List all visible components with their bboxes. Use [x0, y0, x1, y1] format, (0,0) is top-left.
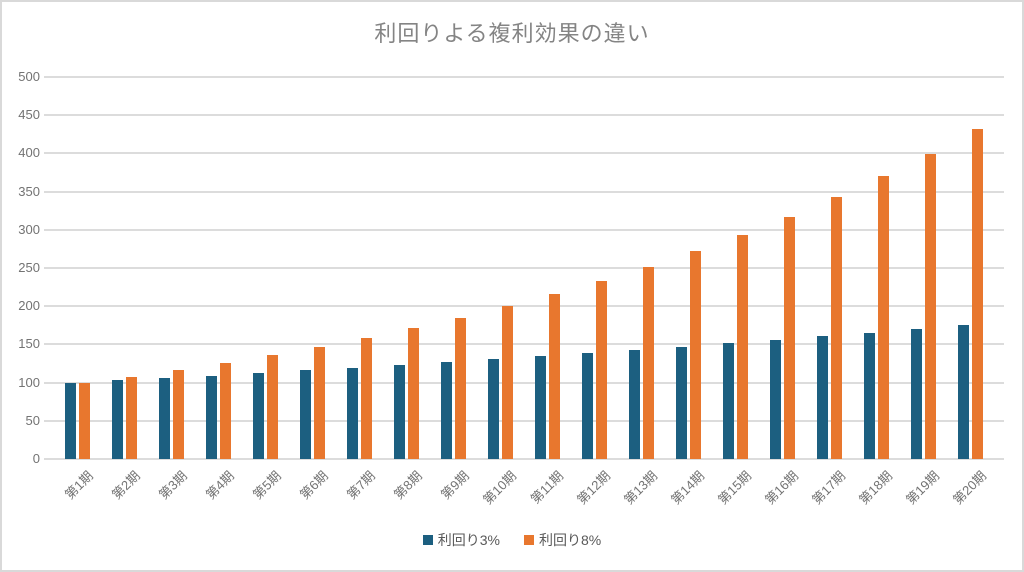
x-axis-tick-label: 第2期 — [109, 468, 144, 503]
gridline — [44, 305, 1004, 308]
bar-series1-第4期 — [206, 375, 217, 459]
plot-area — [44, 76, 1004, 460]
bar-series2-第5期 — [267, 355, 278, 459]
bar-series2-第16期 — [784, 216, 795, 459]
gridline — [44, 228, 1004, 231]
bar-series1-第18期 — [864, 332, 875, 459]
bar-series2-第8期 — [408, 328, 419, 459]
x-axis-tick-label: 第1期 — [62, 468, 97, 503]
y-axis-tick-label: 150 — [18, 336, 40, 352]
legend-swatch-icon — [422, 535, 433, 545]
gridline — [44, 458, 1004, 460]
gridline — [44, 343, 1004, 346]
x-axis-tick-label: 第16期 — [762, 468, 802, 508]
x-axis-tick-label: 第5期 — [250, 468, 285, 503]
x-axis-tick-label: 第13期 — [621, 468, 661, 508]
bar-series2-第9期 — [455, 317, 466, 459]
bar-series1-第9期 — [441, 362, 452, 459]
bar-series2-第19期 — [925, 153, 936, 459]
bar-series1-第13期 — [629, 350, 640, 459]
bar-series2-第2期 — [126, 376, 137, 459]
bar-series2-第4期 — [220, 362, 231, 459]
gridline — [44, 190, 1004, 193]
x-axis-tick-label: 第14期 — [668, 468, 708, 508]
bar-series1-第12期 — [582, 353, 593, 459]
bar-series2-第3期 — [173, 369, 184, 459]
bar-series1-第16期 — [770, 339, 781, 459]
legend-item-series1: 利回り3% — [422, 530, 500, 550]
y-axis-tick-label: 300 — [18, 221, 40, 237]
bar-series1-第14期 — [676, 346, 687, 459]
legend-swatch-icon — [524, 535, 534, 545]
bar-series2-第10期 — [502, 306, 513, 459]
bar-series1-第1期 — [65, 382, 76, 459]
bar-series1-第2期 — [112, 380, 123, 459]
gridline — [44, 419, 1004, 422]
bar-series2-第11期 — [549, 294, 560, 459]
legend: 利回り3% 利回り8% — [2, 530, 1022, 550]
y-axis-tick-label: 250 — [18, 260, 40, 275]
y-axis-tick-label: 0 — [32, 451, 40, 466]
x-axis-tick-label: 第18期 — [856, 468, 896, 508]
y-axis-tick-label: 100 — [18, 374, 40, 390]
legend-label: 利回り3% — [437, 532, 500, 548]
y-axis-tick-label: 450 — [18, 107, 40, 123]
legend-label: 利回り8% — [539, 532, 602, 548]
bar-series1-第8期 — [394, 365, 405, 459]
bar-series2-第18期 — [878, 176, 889, 459]
x-axis-tick-label: 第15期 — [715, 468, 755, 508]
gridline — [44, 381, 1004, 384]
x-axis-tick-label: 第19期 — [903, 468, 943, 508]
chart-title: 利回りよる複利効果の違い — [374, 21, 650, 46]
legend-item-series2: 利回り8% — [524, 530, 601, 550]
y-axis-tick-label: 500 — [18, 69, 40, 84]
bar-series1-第17期 — [817, 336, 828, 459]
bar-series1-第19期 — [911, 328, 922, 459]
y-axis-tick-label: 200 — [18, 298, 40, 314]
x-axis-tick-label: 第17期 — [809, 468, 849, 508]
bar-series1-第15期 — [723, 343, 734, 459]
bar-series2-第6期 — [314, 346, 325, 459]
bar-series2-第14期 — [690, 251, 701, 459]
gridline — [44, 76, 1004, 78]
bar-series1-第3期 — [159, 377, 170, 459]
x-axis-tick-label: 第12期 — [574, 468, 614, 508]
x-axis-tick-label: 第10期 — [480, 468, 520, 508]
bar-series2-第17期 — [831, 197, 842, 459]
bar-series1-第6期 — [300, 370, 311, 459]
bar-series2-第1期 — [79, 382, 90, 459]
gridline — [44, 152, 1004, 155]
x-axis-tick-label: 第6期 — [297, 468, 332, 503]
bar-series1-第10期 — [488, 359, 499, 459]
x-axis-tick-label: 第7期 — [344, 468, 379, 503]
bar-series2-第15期 — [737, 234, 748, 459]
x-axis-tick-label: 第11期 — [527, 468, 567, 507]
x-axis-tick-label: 第9期 — [438, 468, 473, 503]
bar-series1-第20期 — [958, 325, 969, 459]
bar-series2-第20期 — [972, 129, 983, 459]
y-axis-tick-label: 50 — [25, 412, 40, 428]
gridline — [44, 267, 1004, 269]
x-axis-tick-label: 第3期 — [156, 468, 191, 503]
bar-series2-第7期 — [361, 337, 372, 459]
x-axis-tick-label: 第20期 — [950, 468, 990, 508]
x-axis-tick-label: 第4期 — [203, 468, 238, 503]
gridline — [44, 114, 1004, 117]
bar-series2-第13期 — [643, 266, 654, 459]
bar-series1-第5期 — [253, 373, 264, 459]
y-axis-tick-label: 400 — [18, 145, 40, 161]
bar-series1-第11期 — [535, 356, 546, 459]
x-axis-tick-label: 第8期 — [391, 468, 426, 503]
bar-series2-第12期 — [596, 280, 607, 459]
y-axis-tick-label: 350 — [18, 183, 40, 199]
bar-series1-第7期 — [347, 367, 358, 459]
